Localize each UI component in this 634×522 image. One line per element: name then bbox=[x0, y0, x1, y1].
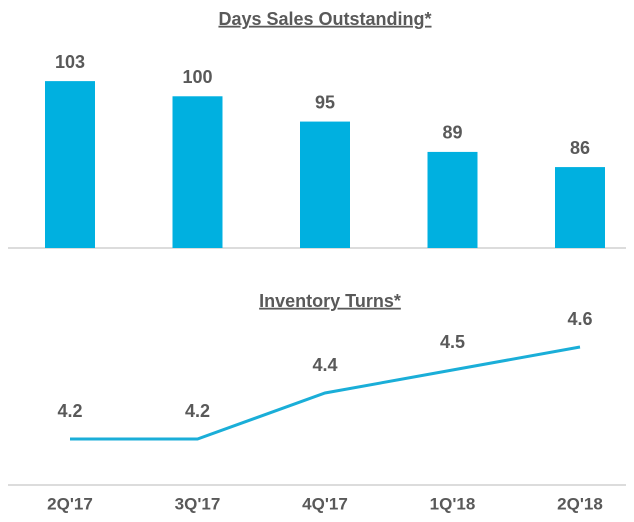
x-tick-label: 4Q'17 bbox=[302, 494, 348, 513]
line-chart-title: Inventory Turns* bbox=[259, 291, 401, 311]
data-label: 100 bbox=[182, 67, 212, 87]
bar bbox=[300, 121, 350, 248]
data-label: 89 bbox=[442, 123, 462, 143]
bar bbox=[45, 81, 95, 248]
data-label: 4.5 bbox=[440, 332, 465, 352]
x-tick-label: 2Q'18 bbox=[557, 494, 603, 513]
bar bbox=[555, 167, 605, 248]
data-label: 4.2 bbox=[185, 401, 210, 421]
bar-chart-title: Days Sales Outstanding* bbox=[218, 9, 431, 29]
data-label: 4.2 bbox=[57, 401, 82, 421]
data-label: 103 bbox=[55, 52, 85, 72]
data-label: 4.4 bbox=[312, 355, 337, 375]
bar bbox=[172, 96, 223, 249]
data-label: 95 bbox=[315, 92, 335, 112]
x-tick-label: 2Q'17 bbox=[47, 494, 93, 513]
x-tick-label: 1Q'18 bbox=[430, 494, 476, 513]
x-tick-label: 3Q'17 bbox=[175, 494, 221, 513]
data-label: 86 bbox=[570, 138, 590, 158]
data-label: 4.6 bbox=[567, 309, 592, 329]
bar bbox=[427, 151, 478, 248]
line bbox=[70, 345, 581, 441]
